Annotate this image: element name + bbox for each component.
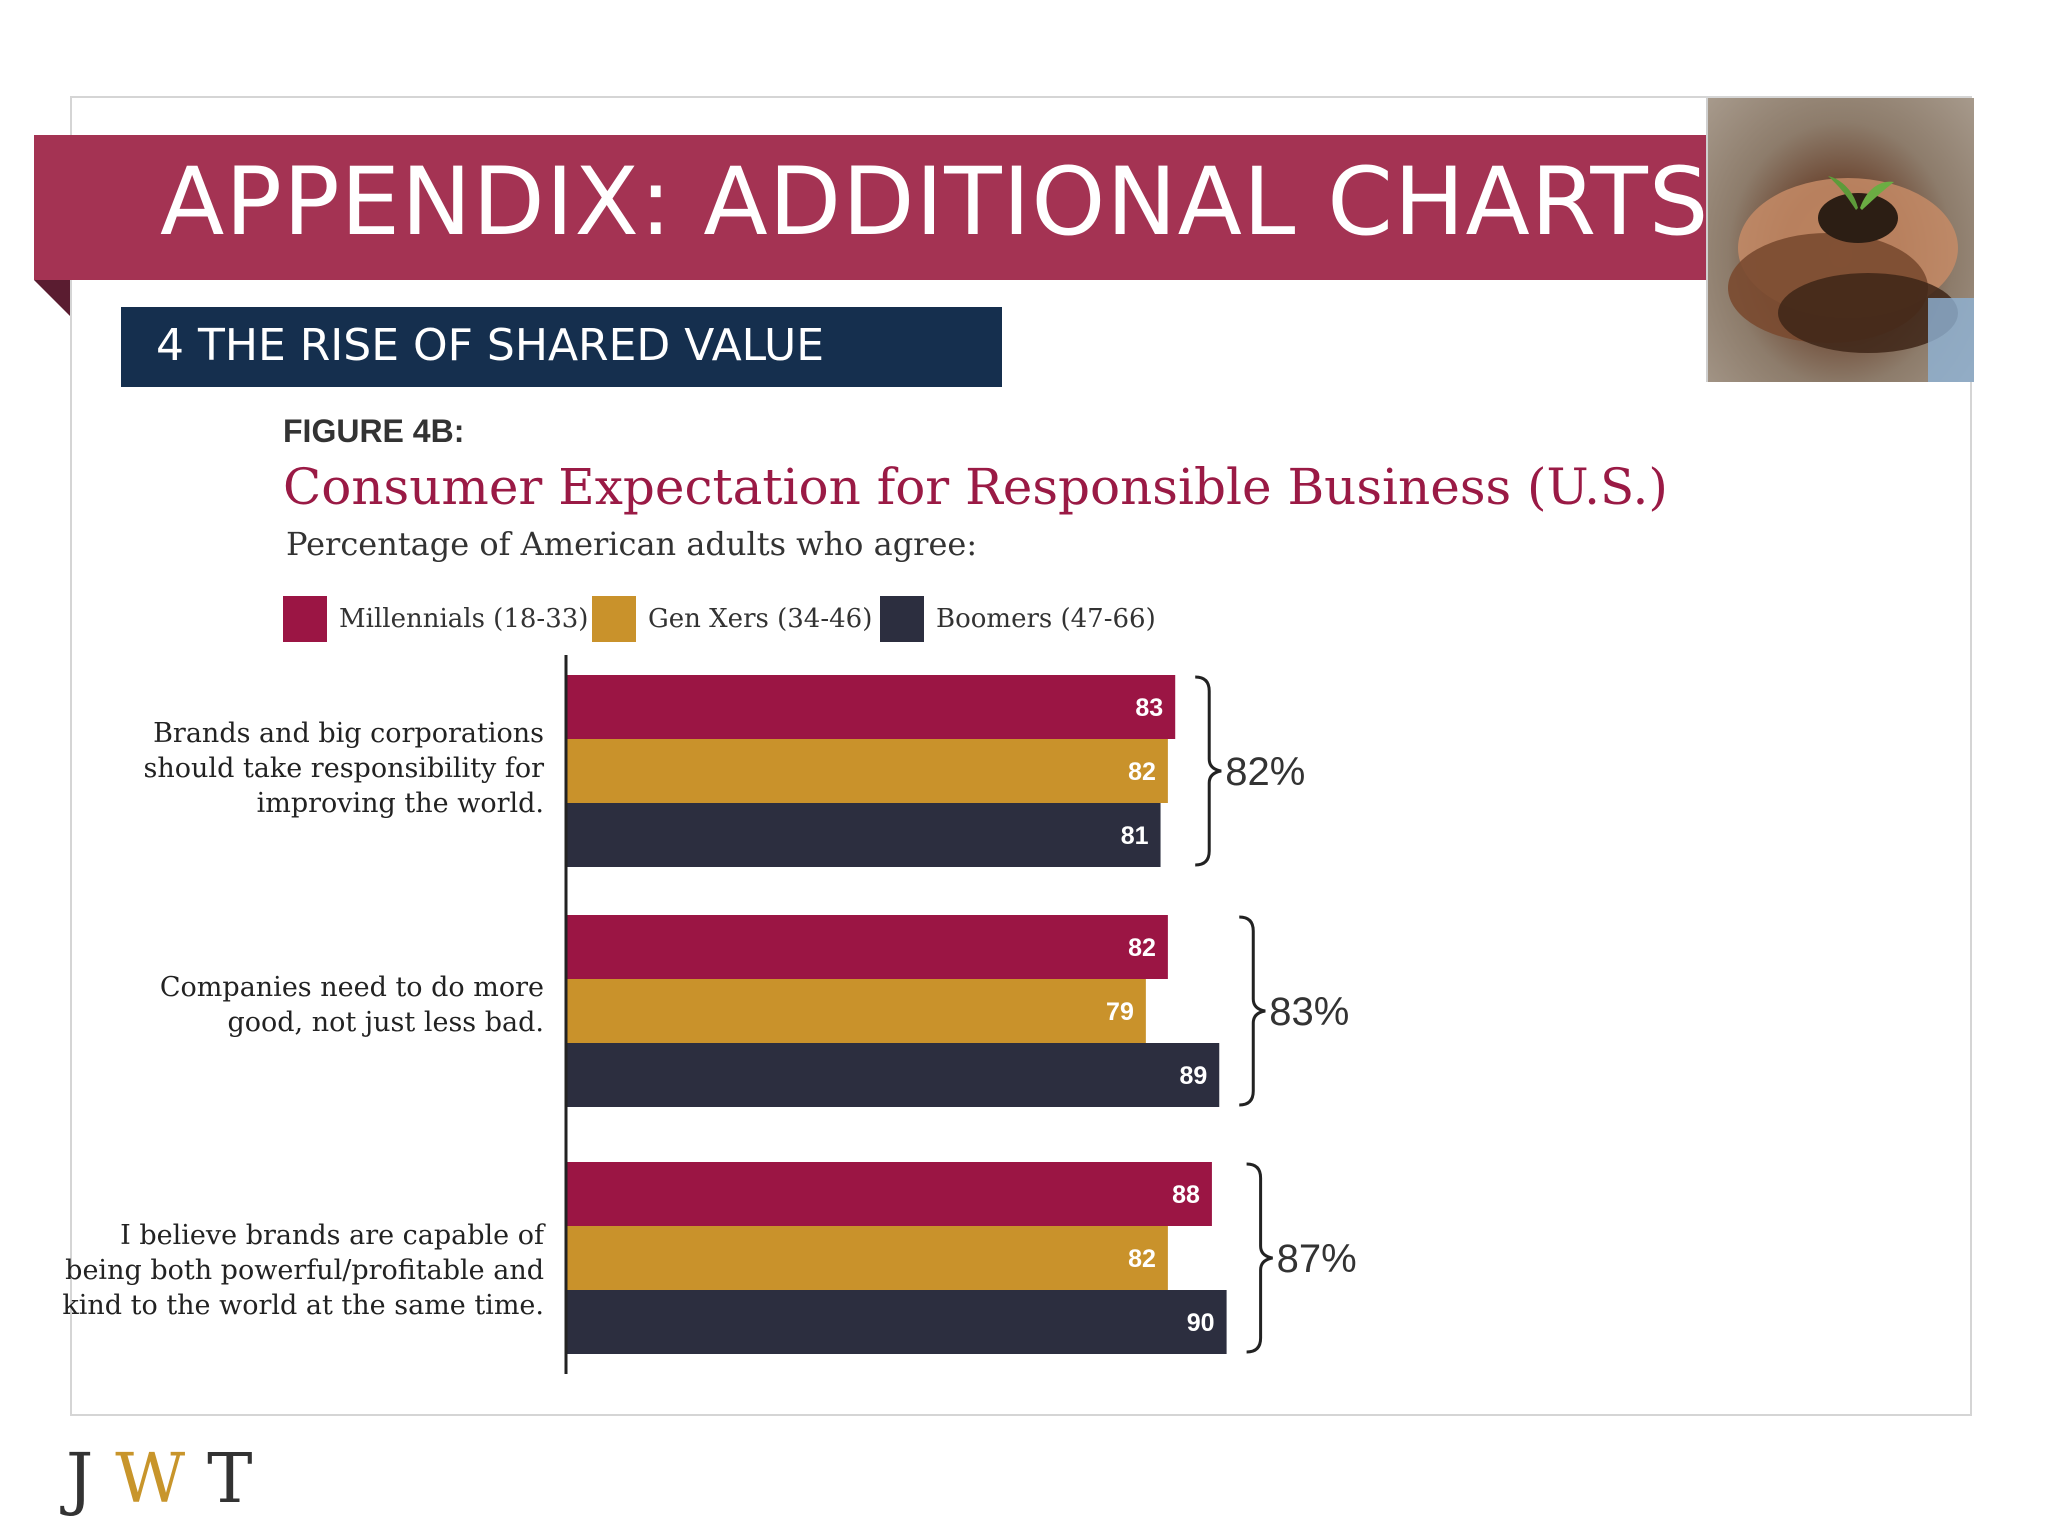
jwt-logo: JWT xyxy=(66,1440,275,1519)
bar-boomers-2 xyxy=(566,1290,1227,1354)
category-label-0-line-1: should take responsibility for xyxy=(143,753,544,784)
bar-genx-0 xyxy=(566,739,1168,803)
category-label-1-line-1: good, not just less bad. xyxy=(227,1007,544,1038)
logo-letter-j: J xyxy=(66,1440,116,1519)
category-label-2-line-2: kind to the world at the same time. xyxy=(62,1290,544,1321)
legend-label-genx: Gen Xers (34-46) xyxy=(648,604,873,634)
bar-millennials-1 xyxy=(566,915,1168,979)
logo-letter-t: T xyxy=(207,1440,275,1519)
figure-title: Consumer Expectation for Responsible Bus… xyxy=(283,458,1668,516)
bar-value-label-genx-2: 82 xyxy=(1128,1245,1156,1273)
figure-subtitle: Percentage of American adults who agree: xyxy=(286,525,978,563)
category-label-2-line-0: I believe brands are capable of xyxy=(120,1220,544,1251)
legend-label-boomers: Boomers (47-66) xyxy=(936,604,1156,634)
bar-genx-1 xyxy=(566,979,1146,1043)
title-banner-fold xyxy=(34,280,70,316)
bar-millennials-0 xyxy=(566,675,1176,739)
category-label-0-line-0: Brands and big corporations xyxy=(153,718,544,749)
category-label-0-line-2: improving the world. xyxy=(256,788,544,819)
section-title: 4 THE RISE OF SHARED VALUE xyxy=(156,320,824,371)
bar-value-label-genx-1: 79 xyxy=(1106,998,1134,1026)
bar-boomers-0 xyxy=(566,803,1161,867)
hands-seedling-photo xyxy=(1706,98,1974,382)
legend-label-millennials: Millennials (18-33) xyxy=(339,604,589,634)
legend-item-genx: Gen Xers (34-46) xyxy=(592,596,872,642)
brace-1 xyxy=(1239,915,1266,1107)
figure-label: FIGURE 4B: xyxy=(283,413,465,449)
legend-swatch-millennials xyxy=(283,596,327,642)
bar-value-label-millennials-2: 88 xyxy=(1172,1181,1200,1209)
slide-title: APPENDIX: ADDITIONAL CHARTS xyxy=(160,148,1710,257)
legend-swatch-boomers xyxy=(880,596,924,642)
category-label-0: Brands and big corporations should take … xyxy=(144,716,544,821)
category-label-2-line-1: being both powerful/profitable and xyxy=(65,1255,544,1286)
bar-value-label-genx-0: 82 xyxy=(1128,758,1156,786)
category-label-1: Companies need to do more good, not just… xyxy=(160,970,544,1040)
bar-value-label-millennials-0: 83 xyxy=(1135,694,1163,722)
bar-value-label-millennials-1: 82 xyxy=(1128,934,1156,962)
total-label-0: 82% xyxy=(1225,750,1305,794)
category-label-2: I believe brands are capable of being bo… xyxy=(62,1218,544,1323)
legend-swatch-genx xyxy=(592,596,636,642)
category-label-1-line-0: Companies need to do more xyxy=(159,972,544,1003)
brace-2 xyxy=(1246,1162,1273,1354)
logo-letter-w: W xyxy=(115,1440,208,1519)
bar-value-label-boomers-1: 89 xyxy=(1179,1062,1207,1090)
total-label-2: 87% xyxy=(1277,1237,1357,1281)
bar-genx-2 xyxy=(566,1226,1168,1290)
section-bar xyxy=(121,307,1002,387)
bar-value-label-boomers-0: 81 xyxy=(1121,822,1149,850)
legend-item-boomers: Boomers (47-66) xyxy=(880,596,1156,642)
bar-boomers-1 xyxy=(566,1043,1220,1107)
bar-value-label-boomers-2: 90 xyxy=(1187,1309,1215,1337)
brace-0 xyxy=(1195,675,1222,867)
legend-item-millennials: Millennials (18-33) xyxy=(283,596,588,642)
hands-seedling-image xyxy=(1728,176,1974,382)
total-label-1: 83% xyxy=(1269,990,1349,1034)
bar-millennials-2 xyxy=(566,1162,1212,1226)
title-banner xyxy=(34,135,1708,280)
